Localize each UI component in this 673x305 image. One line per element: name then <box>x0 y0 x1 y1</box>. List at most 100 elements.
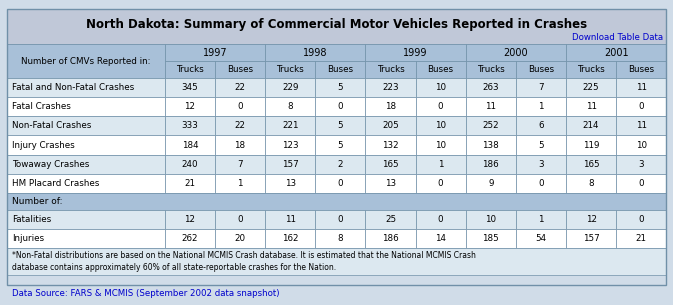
Text: 0: 0 <box>639 179 644 188</box>
Text: 1: 1 <box>438 160 444 169</box>
Bar <box>566 174 616 193</box>
Bar <box>265 155 316 174</box>
Text: 3: 3 <box>639 160 644 169</box>
Text: 8: 8 <box>287 102 293 111</box>
Text: 11: 11 <box>485 102 496 111</box>
Text: 2001: 2001 <box>604 48 629 58</box>
Text: Fatalities: Fatalities <box>12 215 51 224</box>
Bar <box>466 61 516 78</box>
Bar <box>415 78 466 97</box>
Text: Trucks: Trucks <box>277 65 304 74</box>
Bar <box>616 174 666 193</box>
Bar <box>566 78 616 97</box>
Bar <box>616 155 666 174</box>
Bar <box>566 61 616 78</box>
Text: Buses: Buses <box>528 65 554 74</box>
Text: 2: 2 <box>338 160 343 169</box>
Bar <box>215 155 265 174</box>
Text: Buses: Buses <box>327 65 353 74</box>
Text: 8: 8 <box>588 179 594 188</box>
Text: 11: 11 <box>285 215 295 224</box>
Text: 10: 10 <box>435 121 446 130</box>
Bar <box>265 135 316 155</box>
Bar <box>315 116 365 135</box>
Text: 205: 205 <box>382 121 399 130</box>
Bar <box>215 97 265 116</box>
Text: 225: 225 <box>583 83 600 92</box>
Text: 20: 20 <box>234 234 246 243</box>
Bar <box>516 155 566 174</box>
Text: 10: 10 <box>435 141 446 149</box>
Bar <box>415 97 466 116</box>
Text: 223: 223 <box>382 83 399 92</box>
Text: Data Source: FARS & MCMIS (September 2002 data snapshot): Data Source: FARS & MCMIS (September 200… <box>12 289 279 298</box>
Bar <box>165 210 215 229</box>
Text: 11: 11 <box>636 121 647 130</box>
Bar <box>466 174 516 193</box>
Text: Number of CMVs Reported in:: Number of CMVs Reported in: <box>21 56 151 66</box>
Bar <box>215 210 265 229</box>
Text: 5: 5 <box>338 141 343 149</box>
Text: 10: 10 <box>635 141 647 149</box>
Bar <box>466 116 516 135</box>
Bar <box>566 135 616 155</box>
Text: 138: 138 <box>483 141 499 149</box>
Bar <box>566 229 616 248</box>
Text: 13: 13 <box>385 179 396 188</box>
Text: 162: 162 <box>282 234 299 243</box>
Text: 165: 165 <box>583 160 600 169</box>
Text: Buses: Buses <box>427 65 454 74</box>
Text: 185: 185 <box>483 234 499 243</box>
Bar <box>7 9 666 44</box>
Bar <box>7 193 666 210</box>
Text: 1: 1 <box>538 102 544 111</box>
Text: 165: 165 <box>382 160 399 169</box>
Bar <box>165 174 215 193</box>
Text: Injury Crashes: Injury Crashes <box>12 141 75 149</box>
Bar <box>516 210 566 229</box>
Bar <box>365 116 415 135</box>
Bar <box>566 155 616 174</box>
Text: Fatal Crashes: Fatal Crashes <box>12 102 71 111</box>
Text: Towaway Crashes: Towaway Crashes <box>12 160 90 169</box>
Text: North Dakota: Summary of Commercial Motor Vehicles Reported in Crashes: North Dakota: Summary of Commercial Moto… <box>86 18 587 31</box>
Text: 7: 7 <box>538 83 544 92</box>
Text: 221: 221 <box>282 121 299 130</box>
Text: 240: 240 <box>182 160 199 169</box>
Text: Non-Fatal Crashes: Non-Fatal Crashes <box>12 121 92 130</box>
Bar <box>616 210 666 229</box>
Bar <box>365 78 415 97</box>
Text: 0: 0 <box>438 102 444 111</box>
Bar <box>7 248 666 275</box>
Text: 345: 345 <box>182 83 199 92</box>
Text: 2000: 2000 <box>503 48 528 58</box>
Text: 0: 0 <box>538 179 544 188</box>
Bar <box>566 210 616 229</box>
Bar <box>365 135 415 155</box>
Text: 10: 10 <box>485 215 497 224</box>
Text: 5: 5 <box>338 121 343 130</box>
Bar <box>165 116 215 135</box>
Bar <box>365 61 415 78</box>
Text: 9: 9 <box>488 179 493 188</box>
Bar <box>415 116 466 135</box>
Text: 54: 54 <box>535 234 546 243</box>
Bar <box>265 116 316 135</box>
Bar <box>215 61 265 78</box>
Bar <box>466 135 516 155</box>
Text: 0: 0 <box>338 102 343 111</box>
Text: 1998: 1998 <box>303 48 328 58</box>
Text: 21: 21 <box>636 234 647 243</box>
Text: 184: 184 <box>182 141 199 149</box>
Bar <box>165 61 215 78</box>
Bar <box>315 61 365 78</box>
Bar <box>165 44 265 61</box>
Text: 3: 3 <box>538 160 544 169</box>
Text: 21: 21 <box>184 179 195 188</box>
Bar <box>415 61 466 78</box>
Text: Download Table Data: Download Table Data <box>572 34 663 42</box>
Text: 22: 22 <box>235 121 246 130</box>
Text: Buses: Buses <box>628 65 654 74</box>
Bar <box>516 116 566 135</box>
Bar <box>466 97 516 116</box>
